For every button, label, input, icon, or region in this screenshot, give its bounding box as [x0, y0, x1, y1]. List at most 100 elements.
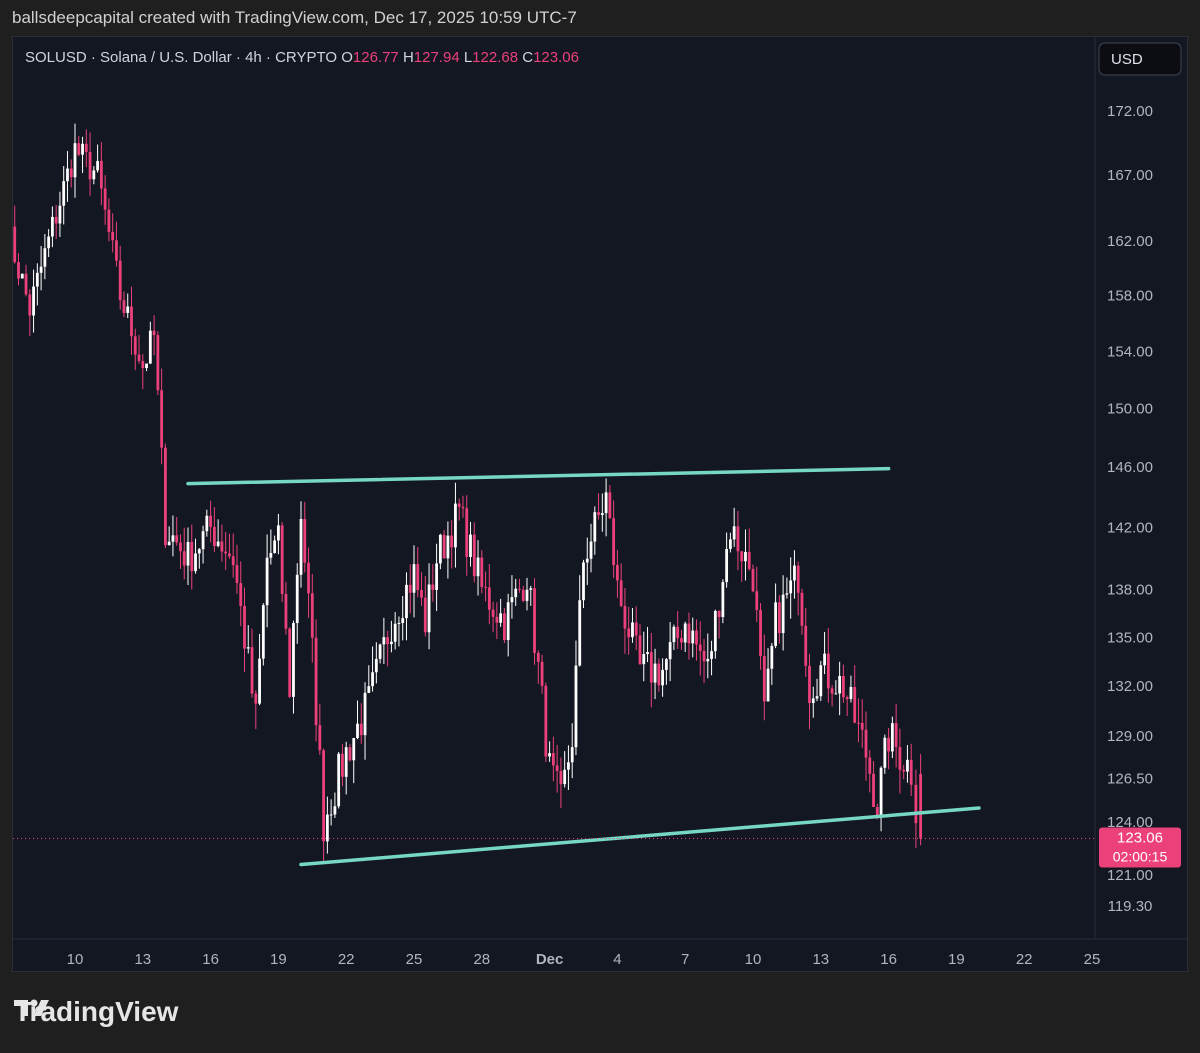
candle-body [77, 143, 81, 155]
candle-body [73, 143, 77, 178]
currency-button[interactable]: USD [1098, 42, 1182, 76]
candle-body [706, 658, 710, 662]
tradingview-logo-icon [14, 999, 49, 1016]
candle-body [872, 773, 875, 808]
candle-body [69, 168, 73, 178]
candle-body [597, 512, 600, 516]
candle-body [653, 663, 657, 683]
price-tick-label: 146.00 [1107, 459, 1153, 476]
candle-body [770, 645, 774, 669]
candle-body [412, 564, 416, 593]
candle-body [28, 294, 32, 316]
candle-body [423, 597, 427, 633]
price-tick-label: 142.00 [1107, 520, 1153, 537]
candle-body [66, 168, 69, 182]
candle-body [194, 553, 197, 572]
candle-body [152, 330, 156, 336]
candle-body [672, 626, 676, 643]
candle-body [687, 623, 691, 644]
candle-body [785, 593, 789, 595]
candle-body [484, 586, 487, 588]
candle-body [438, 534, 442, 564]
time-tick-label: 13 [134, 951, 151, 968]
candle-body [838, 675, 842, 694]
candle-body [231, 556, 235, 566]
candlestick-chart[interactable]: 172.00 167.00 162.00 158.00 154.00 150.00 146.… [13, 37, 1189, 973]
price-tick-label: 119.30 [1108, 898, 1153, 915]
chart-panel[interactable]: 172.00 167.00 162.00 158.00 154.00 150.00 146.… [12, 36, 1189, 973]
candle-body [54, 216, 58, 224]
price-tick-label: 129.00 [1107, 728, 1153, 745]
candle-body [333, 806, 337, 815]
candle-body [99, 160, 103, 189]
candle-body [487, 587, 491, 610]
candle-body [39, 266, 43, 273]
candle-body [740, 551, 744, 562]
candle-body [713, 610, 717, 652]
candle-body [24, 273, 28, 295]
candle-body [796, 565, 800, 593]
candle-body [427, 584, 431, 633]
price-tick-label: 167.00 [1107, 167, 1153, 184]
candle-body [661, 669, 664, 686]
candle-body [32, 286, 35, 316]
price-tag-value: 123.06 [1117, 830, 1163, 847]
candle-body [638, 635, 642, 665]
price-tag-countdown: 02:00:15 [1113, 849, 1168, 865]
candle-body [842, 675, 845, 698]
time-tick-label: 19 [270, 951, 287, 968]
candle-body [766, 668, 770, 702]
candle-body [823, 653, 826, 666]
candle-body [476, 557, 480, 577]
candle-body [416, 564, 420, 591]
candle-body [582, 562, 585, 601]
candle-body [325, 814, 329, 842]
candle-body [875, 807, 879, 817]
candle-body [612, 518, 616, 566]
candle-body [525, 589, 529, 601]
candle-body [499, 613, 503, 623]
candle-body [585, 558, 589, 563]
candle-body [107, 209, 111, 232]
candle-body [751, 568, 755, 592]
candle-body [322, 750, 325, 842]
candle-body [762, 656, 766, 702]
candle-body [367, 686, 371, 693]
candle-body [518, 588, 521, 590]
candle-body [182, 551, 186, 566]
candle-body [619, 580, 623, 606]
candle-body [130, 306, 133, 337]
candle-body [318, 725, 322, 751]
candle-body [363, 692, 367, 736]
price-tick-label: 158.00 [1107, 288, 1153, 305]
time-tick-label: 4 [613, 951, 621, 968]
candle-body [781, 594, 785, 634]
candle-body [171, 535, 175, 542]
candle-body [919, 774, 923, 839]
candle-body [578, 600, 582, 666]
candle-body [382, 637, 386, 645]
candle-body [777, 602, 781, 634]
candle-body [442, 534, 446, 559]
candle-body [559, 770, 563, 785]
candle-body [472, 534, 476, 577]
candle-body [299, 518, 303, 575]
candle-body [457, 503, 461, 507]
candle-body [668, 642, 672, 660]
candle-body [860, 722, 864, 730]
symbol-header[interactable]: SOLUSD · Solana / U.S. Dollar · 4h · CRY… [25, 49, 579, 66]
price-tick-label: 154.00 [1107, 343, 1153, 360]
candle-body [510, 597, 514, 603]
candle-body [634, 622, 638, 636]
candle-body [747, 551, 751, 569]
candle-body [902, 769, 906, 772]
candle-body [857, 722, 860, 724]
candle-body [702, 650, 706, 662]
candle-body [344, 747, 348, 777]
candle-body [491, 609, 495, 617]
candle-body [793, 565, 796, 581]
price-tick-label: 132.00 [1107, 678, 1153, 695]
candle-body [17, 262, 20, 279]
candle-body [826, 653, 830, 689]
candle-body [197, 549, 201, 554]
